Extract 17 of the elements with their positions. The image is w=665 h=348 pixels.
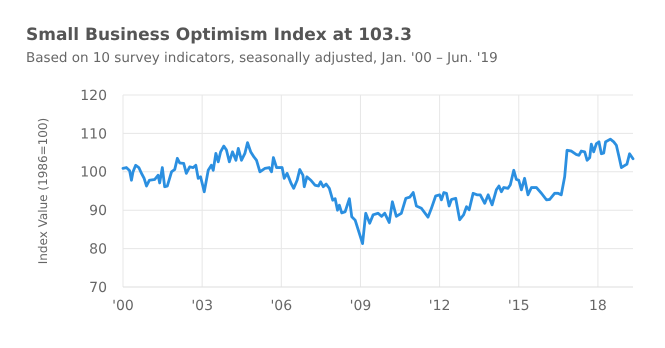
- x-tick-label: '03: [191, 298, 213, 314]
- y-tick-label: 70: [89, 280, 107, 296]
- y-axis-title: Index Value (1986=100): [36, 118, 50, 264]
- y-tick-label: 80: [89, 242, 107, 258]
- y-tick-label: 110: [80, 126, 107, 142]
- x-tick-label: '09: [350, 298, 372, 314]
- x-tick-label: '00: [112, 298, 134, 314]
- y-tick-label: 120: [80, 88, 107, 104]
- x-tick-label: '06: [270, 298, 292, 314]
- y-tick-label: 100: [80, 164, 107, 181]
- x-tick-label: 18: [588, 298, 607, 314]
- chart-title: Small Business Optimism Index at 103.3: [26, 25, 412, 45]
- y-tick-label: 90: [89, 203, 107, 220]
- line-series: [122, 138, 634, 246]
- x-tick-label: '15: [508, 298, 530, 314]
- chart-subtitle: Based on 10 survey indicators, seasonally adjusted, Jan. '00 – Jun. '19: [26, 50, 498, 66]
- x-tick-label: '12: [428, 298, 450, 314]
